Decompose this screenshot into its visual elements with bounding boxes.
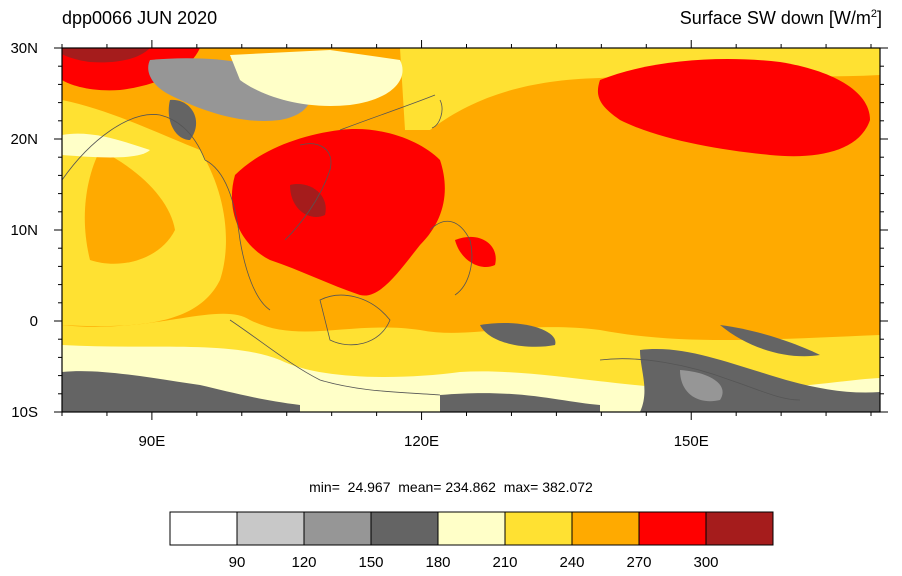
colorbar-label: 180: [425, 554, 450, 571]
coast-china: [339, 94, 436, 131]
coastlines: [62, 94, 801, 401]
colorbar-box: [437, 511, 506, 546]
lat-label: 30N: [10, 40, 38, 57]
colorbar-box: [236, 511, 305, 546]
field-china-210: [230, 50, 403, 106]
colorbar-label: 90: [229, 554, 246, 571]
field-pacific-180: [720, 325, 820, 357]
colorbar-box: [303, 511, 372, 546]
coast-sumatra-java: [229, 319, 441, 396]
map-field: [62, 48, 880, 412]
colorbar-label: 300: [693, 554, 718, 571]
coast-philippines: [429, 220, 473, 296]
colorbar-box: [370, 511, 439, 546]
field-myanmar-180: [168, 99, 197, 140]
title-variable: Surface SW down [W/m: [679, 8, 871, 28]
map-tick-labels: 30N 20N 10N 0 10S 90E 120E 150E: [10, 40, 708, 450]
colorbar-box: [638, 511, 707, 546]
lon-label: 120E: [404, 433, 439, 450]
map-title-left: dpp0066 JUN 2020: [62, 8, 218, 28]
colorbar-box: [169, 511, 238, 546]
colorbar-labels: 90 120 150 180 210 240 270 300: [229, 554, 719, 571]
stats-line: min= 24.967 mean= 234.862 max= 382.072: [309, 479, 593, 495]
lat-label: 10N: [10, 222, 38, 239]
map-title-right: Surface SW down [W/m2]: [680, 8, 882, 29]
colorbar-box: [504, 511, 573, 546]
colorbar-label: 120: [291, 554, 316, 571]
coast-india: [62, 114, 206, 181]
field-india-max: [62, 48, 150, 63]
colorbar-label: 210: [492, 554, 517, 571]
field-streak-210: [62, 133, 150, 158]
coast-newguinea: [599, 358, 801, 401]
colorbar-label: 240: [559, 554, 584, 571]
coast-taiwan: [431, 99, 443, 129]
colorbar-boxes: [169, 511, 774, 546]
colorbar-label: 150: [358, 554, 383, 571]
field-bay-270: [84, 150, 175, 264]
lon-label: 150E: [674, 433, 709, 450]
field-wpac-300: [597, 59, 870, 157]
field-newguinea-150: [680, 370, 723, 402]
lat-label: 10S: [11, 404, 38, 421]
field-south-180: [440, 393, 600, 412]
field-indochina-max: [290, 184, 326, 217]
lat-label: 20N: [10, 131, 38, 148]
field-philippines-300: [455, 236, 496, 268]
title-bracket: ]: [876, 8, 882, 28]
lon-label: 90E: [139, 433, 166, 450]
field-southwest-180: [62, 371, 300, 412]
title-unit-superscript: 2: [870, 8, 877, 20]
coast-myanmar-malaysia: [204, 159, 271, 311]
map-ticks: [54, 40, 888, 420]
field-indochina-300: [231, 129, 445, 296]
coast-borneo: [319, 294, 391, 346]
colorbar-box: [705, 511, 774, 546]
colorbar-label: 270: [626, 554, 651, 571]
lat-label: 0: [30, 313, 38, 330]
colorbar-box: [571, 511, 640, 546]
coast-vietnam: [284, 143, 332, 241]
field-maritime-180: [480, 322, 556, 347]
